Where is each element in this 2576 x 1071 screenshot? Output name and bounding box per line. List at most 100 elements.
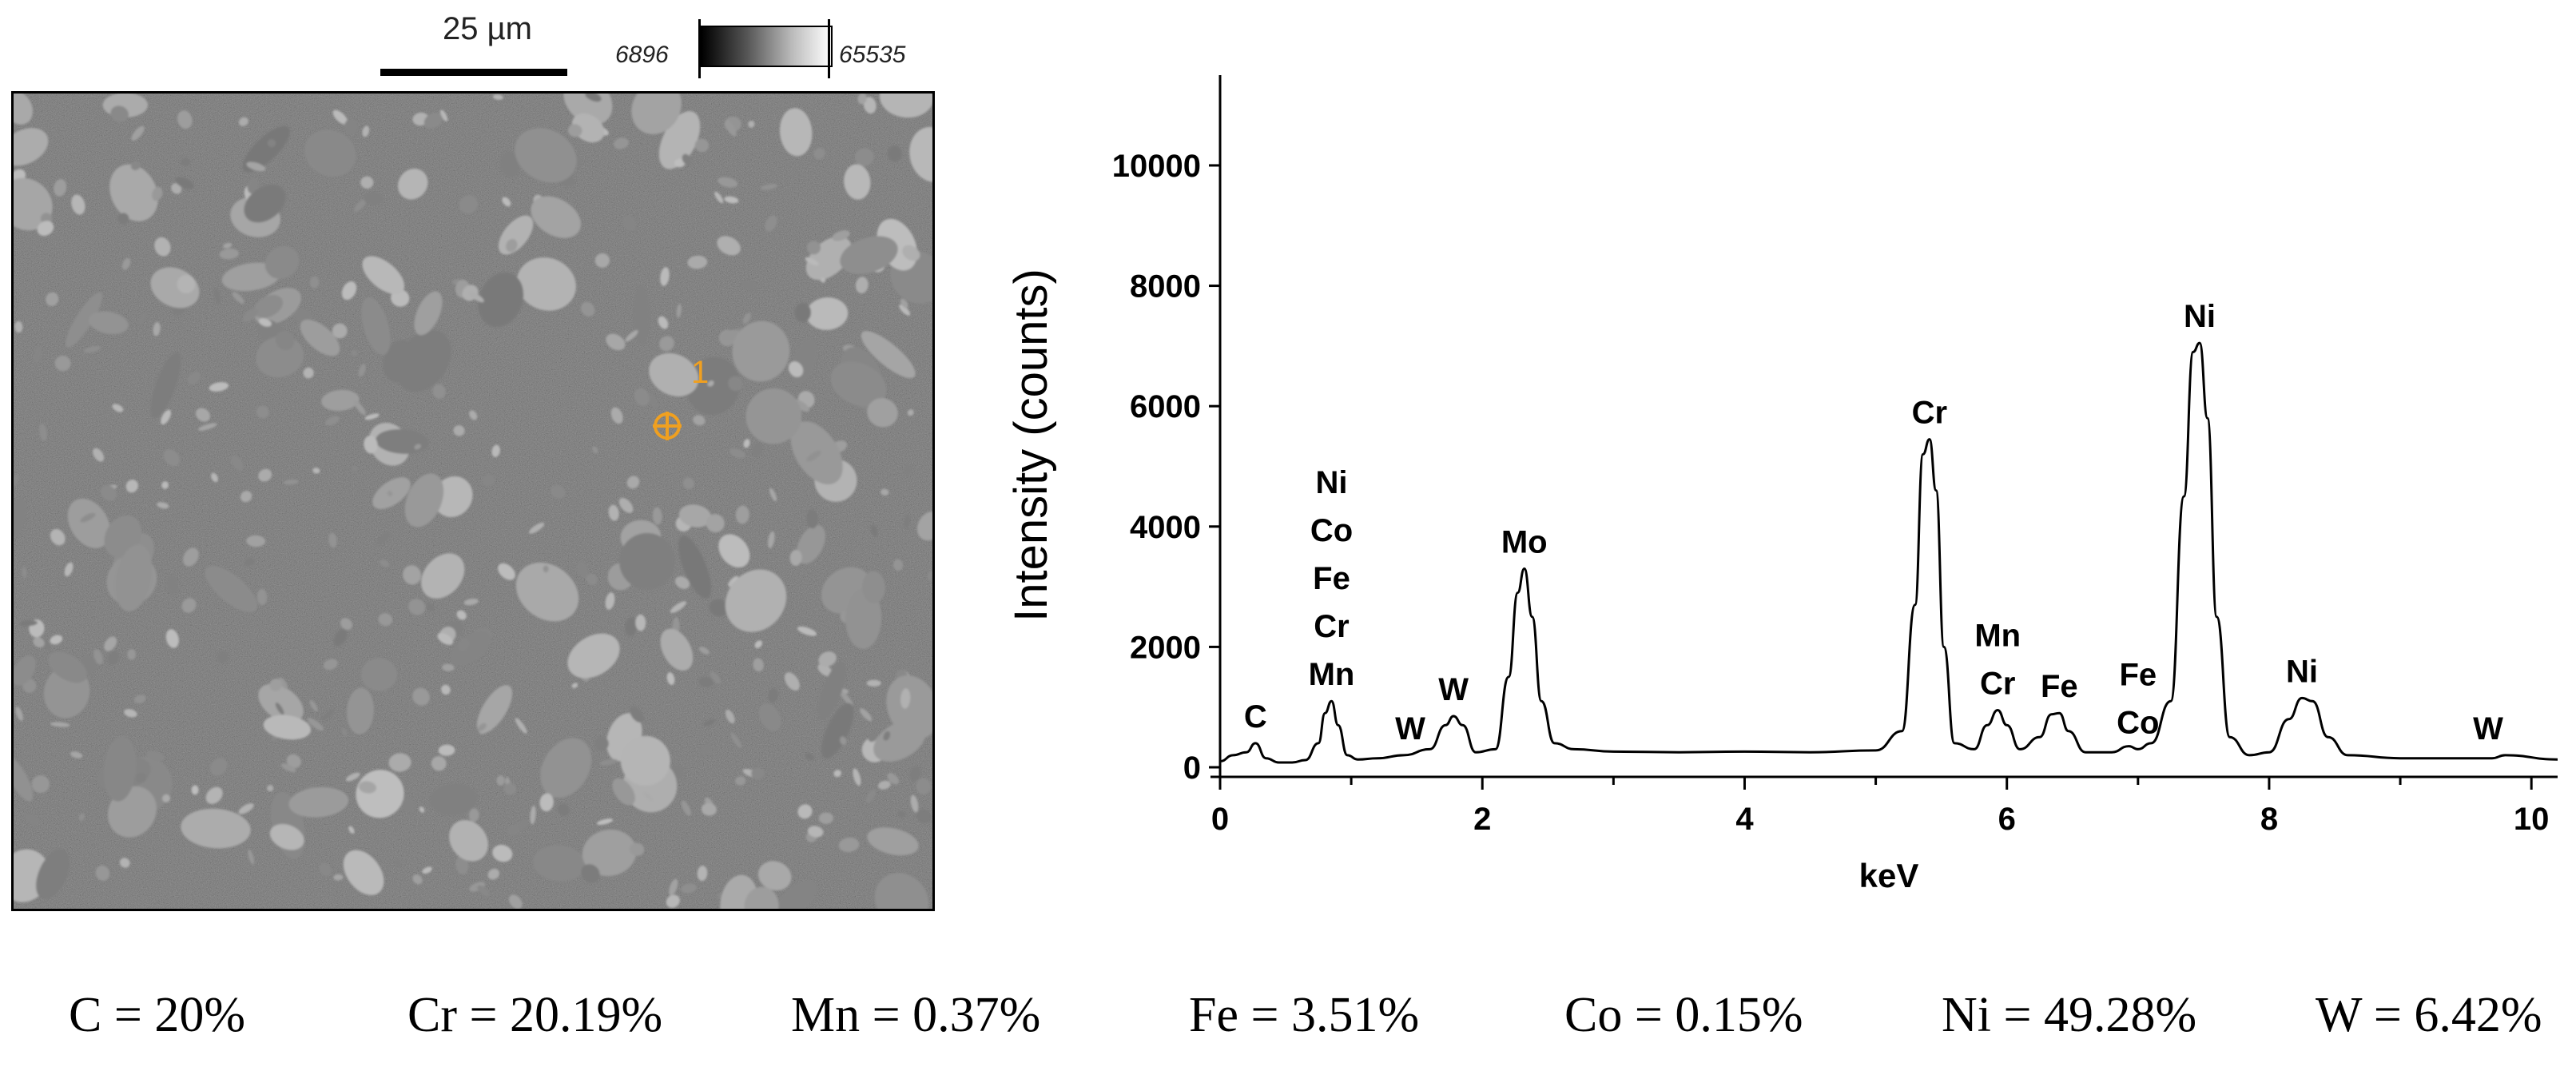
sem-grain <box>412 874 423 885</box>
sem-grain <box>591 446 598 454</box>
sem-grain <box>135 772 147 783</box>
sem-grain <box>681 800 691 816</box>
sem-grain <box>22 567 27 579</box>
sem-grain <box>404 473 444 528</box>
sem-grain <box>309 700 318 712</box>
x-tick-label: 2 <box>1473 802 1491 837</box>
sem-grain <box>258 468 272 482</box>
sem-grain <box>660 267 670 286</box>
sem-grain <box>820 277 826 283</box>
analysis-point-marker <box>653 412 682 440</box>
sem-grain <box>507 823 523 836</box>
sem-grain <box>865 789 877 803</box>
sem-grain <box>735 505 749 524</box>
sem-grain <box>50 528 66 546</box>
sem-grain <box>422 866 432 874</box>
sem-grain <box>333 628 348 647</box>
sem-grain <box>247 177 259 194</box>
sem-grain <box>221 262 280 292</box>
sem-grain <box>14 177 53 231</box>
sem-grain <box>784 672 800 691</box>
sem-grain <box>109 164 158 221</box>
sem-grain <box>387 490 393 496</box>
sem-grain <box>67 498 111 548</box>
sem-grain <box>362 256 405 295</box>
sem-grain <box>238 117 248 126</box>
sem-grain <box>312 468 320 474</box>
peak-label: Mn <box>1309 657 1355 692</box>
sem-grain <box>853 768 861 786</box>
sem-grain <box>152 186 163 201</box>
sem-grain <box>482 474 495 487</box>
sem-grain <box>613 137 630 149</box>
sem-grain <box>669 878 678 896</box>
sem-grain <box>304 129 356 177</box>
sem-grain <box>323 659 338 671</box>
sem-grain <box>487 868 500 880</box>
sem-grain <box>916 778 932 794</box>
sem-grain <box>110 106 129 122</box>
sem-grain <box>353 400 366 416</box>
sem-grain <box>24 814 41 826</box>
sem-grain <box>54 355 71 372</box>
sem-grain <box>230 455 244 471</box>
sem-grain <box>897 810 906 818</box>
sem-grain <box>841 691 853 707</box>
sem-grain <box>818 651 837 667</box>
sem-grain <box>608 504 619 521</box>
sem-grain <box>659 336 674 352</box>
sem-grain <box>450 631 491 666</box>
sem-grain <box>658 316 669 329</box>
sem-grain <box>352 465 359 472</box>
sem-grain <box>37 221 54 237</box>
sem-grain <box>506 239 518 253</box>
sem-grain <box>469 882 486 892</box>
sem-grain <box>112 404 124 412</box>
sem-grain <box>276 330 295 351</box>
sem-grain <box>333 874 344 881</box>
sem-grain <box>806 297 849 330</box>
sem-grain <box>161 481 169 489</box>
x-tick-label: 10 <box>2514 802 2550 837</box>
sem-grain <box>269 678 283 691</box>
sem-grain <box>879 94 932 118</box>
sem-grain <box>100 485 117 501</box>
sem-grain <box>269 823 304 850</box>
sem-grain <box>681 883 697 894</box>
sem-grain <box>576 560 589 579</box>
sem-grain <box>840 236 898 274</box>
peak-label: Ni <box>2286 654 2318 689</box>
sem-grain <box>125 480 138 493</box>
sem-grain <box>211 472 218 483</box>
sem-grain <box>666 672 675 686</box>
sem-grain <box>817 661 846 720</box>
sem-grain <box>631 94 682 134</box>
sem-grain <box>412 687 430 706</box>
sem-grain <box>383 340 417 383</box>
sem-grain <box>805 257 819 266</box>
sem-grain <box>508 894 523 909</box>
sem-grain <box>774 880 817 909</box>
sem-grain <box>752 442 762 457</box>
sem-grain <box>50 635 63 645</box>
sem-grain <box>175 177 194 189</box>
sem-grain <box>71 194 85 215</box>
composition-item: Co = 0.15% <box>1564 988 1803 1042</box>
sem-grain <box>910 794 919 813</box>
sem-grain <box>364 413 380 420</box>
sem-grain <box>807 826 824 838</box>
sem-grain <box>14 94 34 125</box>
spectrum-series-line <box>1219 341 2558 764</box>
sem-grain <box>19 620 38 627</box>
sem-grain <box>181 598 197 613</box>
sem-grain <box>806 509 818 529</box>
sem-grain <box>345 772 360 782</box>
sem-grain <box>114 544 153 611</box>
sem-grain <box>414 444 422 450</box>
sem-grain <box>630 707 644 723</box>
sem-grain <box>492 94 503 100</box>
sem-grain <box>813 148 825 160</box>
sem-grain <box>563 94 613 125</box>
sem-grain <box>427 603 435 611</box>
peak-label: W <box>2473 711 2503 747</box>
